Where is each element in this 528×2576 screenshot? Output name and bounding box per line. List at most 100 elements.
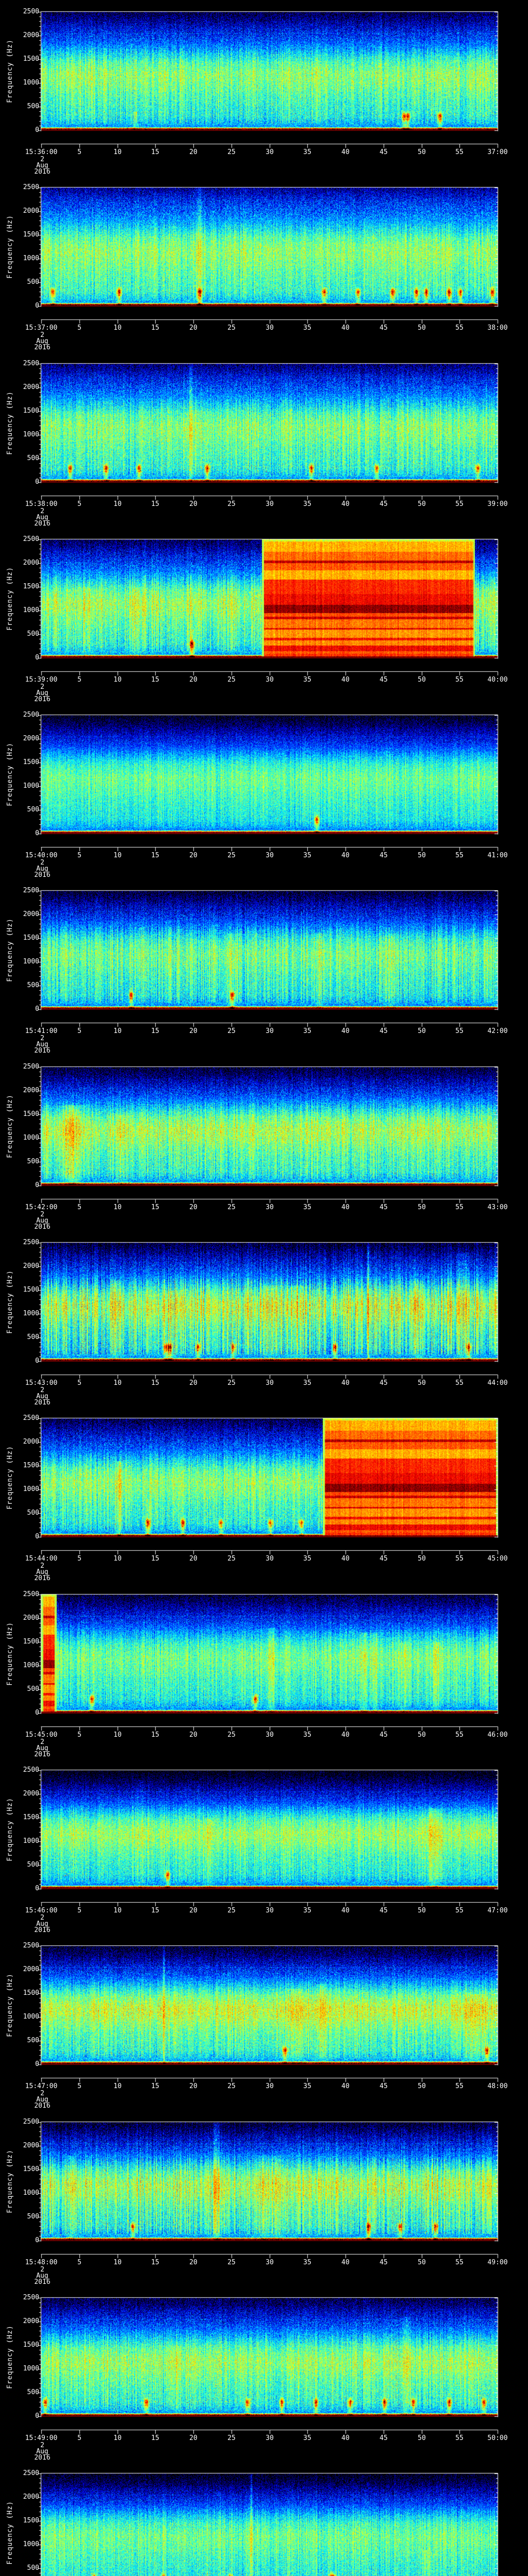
time-tick-label: 40 (341, 1555, 350, 1563)
freq-tick-label: 2500 (23, 1942, 39, 1950)
time-tick-label: 15 (151, 2259, 159, 2266)
freq-tick-label: 2500 (23, 1414, 39, 1422)
freq-tick-label: 2000 (23, 1790, 39, 1798)
spectrogram-canvas (0, 1583, 528, 1759)
time-tick-label: 15 (151, 1555, 159, 1563)
freq-tick-label: 2000 (23, 2142, 39, 2149)
date-month-label: Aug (36, 1744, 48, 1752)
freq-tick-label: 0 (35, 1885, 39, 1892)
time-end-label: 40:00 (487, 676, 508, 684)
freq-tick-label: 2000 (23, 910, 39, 918)
time-tick-label: 25 (227, 500, 236, 508)
freq-tick-label: 2000 (23, 1438, 39, 1446)
time-tick-label: 25 (227, 2434, 236, 2442)
freq-tick-label: 2000 (23, 559, 39, 567)
time-tick-label: 20 (189, 1027, 197, 1035)
time-tick-label: 55 (455, 676, 464, 684)
time-start-label: 15:43:00 (25, 1379, 58, 1387)
time-end-label: 46:00 (487, 1731, 508, 1739)
freq-tick-label: 1000 (23, 606, 39, 614)
date-day-label: 2 (40, 2090, 44, 2097)
freq-tick-label: 2000 (23, 207, 39, 215)
freq-tick-label: 1500 (23, 1110, 39, 1118)
time-tick-label: 55 (455, 1555, 464, 1563)
time-tick-label: 40 (341, 1027, 350, 1035)
freq-tick-label: 0 (35, 478, 39, 486)
freq-tick-label: 1000 (23, 1310, 39, 1317)
freq-tick-label: 1500 (23, 1814, 39, 1821)
freq-tick-label: 0 (35, 126, 39, 134)
freq-tick-label: 500 (27, 1333, 39, 1341)
time-tick-label: 15 (151, 1027, 159, 1035)
time-end-label: 47:00 (487, 1907, 508, 1914)
time-tick-label: 55 (455, 2259, 464, 2266)
time-tick-label: 20 (189, 1907, 197, 1914)
date-month-label: Aug (36, 1217, 48, 1225)
freq-tick-label: 2500 (23, 711, 39, 719)
freq-tick-label: 0 (35, 1181, 39, 1189)
spectrogram-canvas (0, 2286, 528, 2462)
time-tick-label: 10 (113, 2259, 122, 2266)
time-tick-label: 55 (455, 2434, 464, 2442)
time-tick-label: 30 (266, 1027, 274, 1035)
time-tick-label: 5 (77, 1027, 81, 1035)
freq-tick-label: 2500 (23, 535, 39, 543)
spectrogram-canvas (0, 2110, 528, 2286)
spectrogram-canvas (0, 352, 528, 528)
time-start-label: 15:37:00 (25, 324, 58, 332)
spectrogram-strip: Frequency (Hz) 15:42:00 43:00 2 Aug 2016… (0, 1055, 528, 1231)
time-end-label: 44:00 (487, 1379, 508, 1387)
time-tick-label: 25 (227, 1027, 236, 1035)
time-tick-label: 20 (189, 2259, 197, 2266)
spectrogram-strip: Frequency (Hz) 15:49:00 50:00 2 Aug 2016… (0, 2286, 528, 2462)
spectrogram-strip: Frequency (Hz) 15:47:00 48:00 2 Aug 2016… (0, 1934, 528, 2110)
time-tick-label: 35 (303, 2259, 311, 2266)
time-tick-label: 45 (380, 1027, 388, 1035)
time-tick-label: 35 (303, 676, 311, 684)
date-month-label: Aug (36, 1041, 48, 1048)
date-month-label: Aug (36, 2272, 48, 2280)
time-tick-label: 50 (418, 1027, 426, 1035)
spectrogram-canvas (0, 1758, 528, 1935)
freq-axis-title: Frequency (Hz) (6, 39, 14, 103)
freq-tick-label: 1000 (23, 2013, 39, 2021)
time-tick-label: 30 (266, 500, 274, 508)
time-end-label: 48:00 (487, 2082, 508, 2090)
time-tick-label: 30 (266, 2082, 274, 2090)
freq-tick-label: 0 (35, 829, 39, 837)
freq-tick-label: 0 (35, 2236, 39, 2244)
time-tick-label: 5 (77, 2259, 81, 2266)
freq-tick-label: 500 (27, 1685, 39, 1693)
date-year-label: 2016 (34, 2454, 51, 2462)
time-tick-label: 50 (418, 1907, 426, 1914)
freq-axis-title: Frequency (Hz) (6, 1973, 14, 2037)
time-tick-label: 45 (380, 1379, 388, 1387)
freq-axis-title: Frequency (Hz) (6, 918, 14, 982)
time-tick-label: 20 (189, 676, 197, 684)
time-tick-label: 35 (303, 1907, 311, 1914)
date-year-label: 2016 (34, 1399, 51, 1406)
freq-tick-label: 1500 (23, 758, 39, 766)
time-tick-label: 40 (341, 148, 350, 156)
freq-tick-label: 2500 (23, 1590, 39, 1598)
time-tick-label: 50 (418, 324, 426, 332)
date-year-label: 2016 (34, 1574, 51, 1582)
freq-tick-label: 500 (27, 1861, 39, 1869)
freq-axis-title: Frequency (Hz) (6, 1094, 14, 1158)
date-day-label: 2 (40, 1914, 44, 1922)
time-tick-label: 45 (380, 2259, 388, 2266)
freq-tick-label: 1000 (23, 1662, 39, 1669)
spectrogram-canvas (0, 528, 528, 704)
time-tick-label: 30 (266, 2434, 274, 2442)
time-start-label: 15:49:00 (25, 2434, 58, 2442)
freq-tick-label: 1500 (23, 2341, 39, 2349)
time-tick-label: 10 (113, 676, 122, 684)
time-tick-label: 20 (189, 324, 197, 332)
time-tick-label: 45 (380, 1204, 388, 1211)
freq-tick-label: 2000 (23, 1965, 39, 1973)
date-year-label: 2016 (34, 344, 51, 351)
time-tick-label: 30 (266, 2259, 274, 2266)
time-start-label: 15:38:00 (25, 500, 58, 508)
time-tick-label: 25 (227, 2082, 236, 2090)
time-tick-label: 10 (113, 500, 122, 508)
